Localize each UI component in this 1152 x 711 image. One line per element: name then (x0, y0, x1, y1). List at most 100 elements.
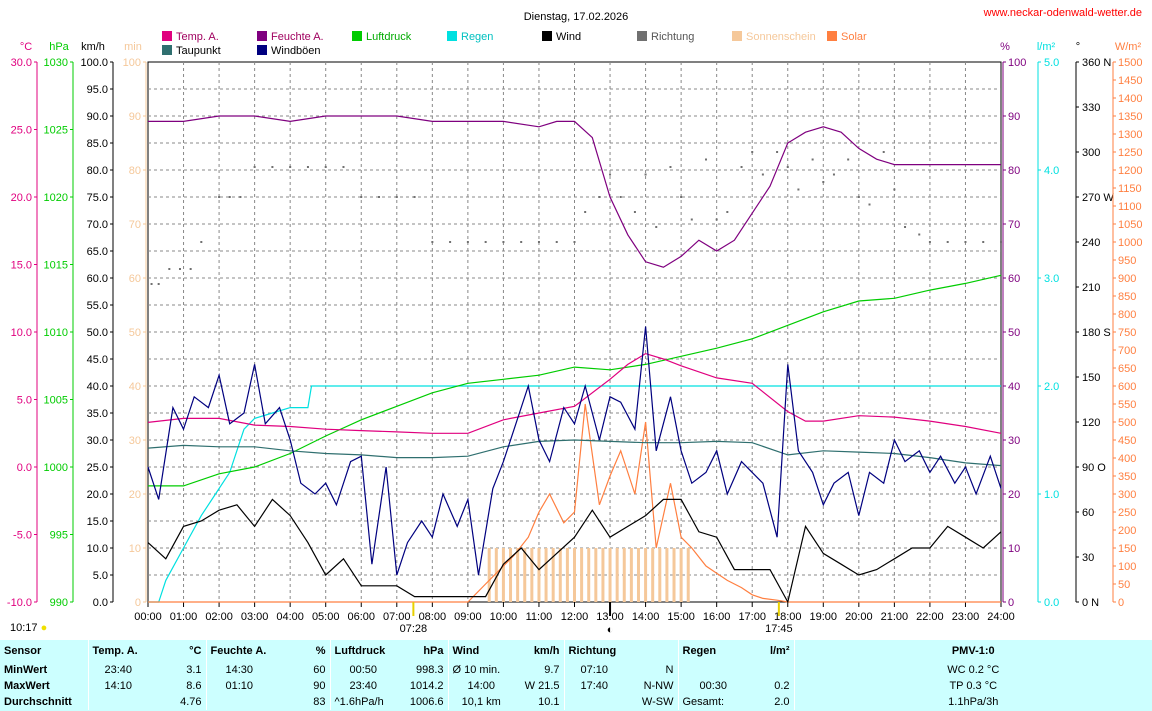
direction-point (904, 226, 907, 228)
chart-title: Dienstag, 17.02.2026 (524, 11, 629, 23)
wind-tick-label: 75.0 (87, 192, 108, 204)
moonrise-time: 10:17 ● (10, 622, 48, 634)
sunshine-bar (565, 548, 569, 602)
sunshine-tick-label: 30 (129, 435, 141, 447)
solar-tick-label: 700 (1118, 345, 1136, 357)
direction-point (882, 151, 885, 153)
solar-tick-label: 1500 (1118, 57, 1142, 69)
direction-tick-label: 270 W (1082, 192, 1114, 204)
legend: Temp. A. Taupunkt Feuchte A. Windböen Luftdr… (162, 31, 867, 57)
legend-label: Taupunkt (176, 45, 221, 57)
rain-value (748, 662, 794, 678)
direction-time: 17:40 (563, 678, 624, 694)
sunshine-bar (636, 548, 640, 602)
direction-point (982, 241, 985, 243)
humidity-time (205, 694, 272, 710)
wind-value: 9.7 (544, 664, 560, 676)
humidity-tick-label: 0 (1008, 597, 1014, 609)
solar-tick-label: 400 (1118, 453, 1136, 465)
direction-point (584, 211, 587, 213)
direction-point (832, 173, 835, 176)
solar-tick-label: 150 (1118, 543, 1136, 555)
solar-tick-label: 1000 (1118, 237, 1142, 249)
direction-point (150, 283, 153, 285)
solar-tick-label: 300 (1118, 489, 1136, 501)
legend-swatch (732, 31, 742, 41)
sunshine-bar (494, 548, 498, 602)
direction-point (928, 241, 931, 243)
rain-tick-label: 2.0 (1044, 381, 1059, 393)
humidity-tick-label: 80 (1008, 165, 1020, 177)
time-tick-label: 07:00 (383, 611, 411, 623)
series-line-temp-a- (147, 352, 1002, 434)
rain-time: Gesamt: (677, 694, 748, 710)
solar-tick-label: 650 (1118, 363, 1136, 375)
rain-tick-label: 1.0 (1044, 489, 1059, 501)
sunshine-bar (608, 548, 612, 602)
sunshine-bar (686, 548, 690, 602)
temp-tick-label: -10.0 (7, 597, 32, 609)
series-line-solar (148, 403, 1001, 603)
direction-point (644, 173, 647, 176)
time-tick-label: 10:00 (490, 611, 518, 623)
direction-point (633, 211, 636, 213)
sunshine-bar (580, 548, 584, 602)
wind-time: 10,1 km (447, 694, 514, 710)
direction-point (413, 196, 416, 198)
wind-tick-label: 70.0 (87, 219, 108, 231)
time-tick-label: 18:00 (774, 611, 802, 623)
direction-point (761, 173, 764, 176)
temp-tick-label: 25.0 (11, 125, 32, 137)
wind-tick-label: 90.0 (87, 111, 108, 123)
sunshine-bar (658, 548, 662, 602)
grid (148, 62, 1001, 602)
time-tick-label: 14:00 (632, 611, 660, 623)
solar-tick-label: 850 (1118, 291, 1136, 303)
wind-tick-label: 45.0 (87, 354, 108, 366)
sunshine-bar (672, 548, 676, 602)
time-tick-label: 15:00 (667, 611, 695, 623)
direction-point (726, 211, 729, 213)
series-lines (147, 115, 1002, 604)
direction-point (342, 166, 345, 168)
col-pmv: PMV-1:0 (793, 640, 1152, 662)
solar-tick-label: 1200 (1118, 165, 1142, 177)
pressure-tick-label: 1005 (44, 395, 68, 407)
solar-tick-label: 800 (1118, 309, 1136, 321)
direction-value: W-SW (641, 696, 674, 708)
direction-point (228, 196, 231, 198)
legend-swatch (637, 31, 647, 41)
humidity-value: 90 (313, 680, 326, 692)
stats-row-avg: Durchschnitt 4.76 83 ^1.6hPa/h 1006.6 10… (0, 694, 1152, 710)
col-temp: Temp. A. (87, 640, 148, 662)
direction-point (189, 268, 192, 270)
solar-tick-label: 0 (1118, 597, 1124, 609)
humidity-unit: % (1000, 41, 1010, 53)
direction-point (168, 268, 171, 270)
solar-tick-label: 1150 (1118, 183, 1142, 195)
col-rain-unit: l/m² (769, 645, 790, 657)
direction-point (751, 151, 754, 153)
wind-value: W 21.5 (524, 680, 560, 692)
wind-tick-label: 0.0 (93, 597, 108, 609)
time-tick-label: 04:00 (276, 611, 304, 623)
solar-tick-label: 250 (1118, 507, 1136, 519)
solar-tick-label: 1050 (1118, 219, 1142, 231)
humidity-tick-label: 10 (1008, 543, 1020, 555)
wind-tick-label: 50.0 (87, 327, 108, 339)
site-url[interactable]: www.neckar-odenwald-wetter.de (983, 7, 1142, 19)
direction-point (253, 166, 256, 168)
wind-value: 10.1 (538, 696, 560, 708)
wind-tick-label: 10.0 (87, 543, 108, 555)
direction-point (178, 268, 181, 270)
rain-tick-label: 0.0 (1044, 597, 1059, 609)
sunshine-bar (644, 548, 648, 602)
sunshine-tick-label: 50 (129, 327, 141, 339)
solar-tick-label: 550 (1118, 399, 1136, 411)
series-line-feuchte-a- (148, 115, 1001, 268)
direction-tick-label: 210 (1082, 282, 1100, 294)
time-tick-label: 21:00 (881, 611, 909, 623)
sunshine-tick-label: 100 (123, 57, 141, 69)
wind-tick-label: 20.0 (87, 489, 108, 501)
sunshine-bar (544, 548, 548, 602)
